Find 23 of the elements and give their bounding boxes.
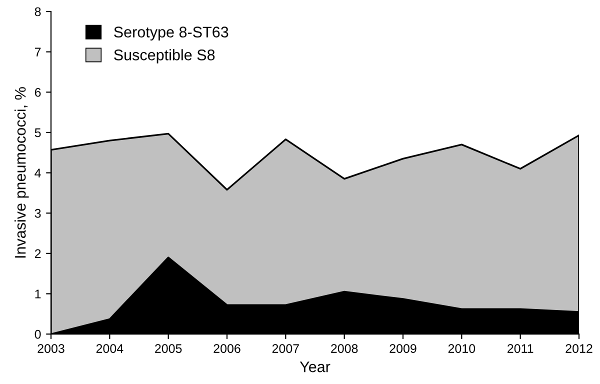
- y-tick-label: 8: [34, 7, 41, 16]
- y-tick-label: 1: [35, 290, 41, 298]
- y-tick-label: 5: [34, 128, 41, 138]
- x-tick-label: 2008: [331, 344, 358, 353]
- x-tick-label: 2004: [96, 344, 124, 353]
- x-tick-label: 2009: [390, 344, 416, 353]
- y-tick-label: 3: [34, 208, 41, 218]
- x-tick-label: 2005: [155, 344, 182, 353]
- x-axis-title: Year: [300, 362, 330, 372]
- y-tick-label: 2: [34, 249, 41, 258]
- y-tick-label: 6: [34, 88, 41, 97]
- x-tick-label: 2011: [508, 344, 534, 353]
- x-tick-label: 2007: [272, 344, 299, 353]
- y-tick-label: 4: [34, 168, 41, 178]
- x-tick-label: 2012: [566, 344, 592, 353]
- x-tick-label: 2010: [448, 344, 476, 353]
- y-tick-label: 7: [34, 48, 41, 56]
- x-tick-label: 2003: [38, 344, 64, 353]
- x-tick-label: 2006: [214, 344, 240, 353]
- y-tick-label: 0: [34, 330, 41, 339]
- legend-label: Serotype 8-ST63: [114, 26, 228, 41]
- y-axis-title: Invasive pneumococci, %: [14, 87, 29, 258]
- legend-label: Susceptible S8: [114, 49, 215, 64]
